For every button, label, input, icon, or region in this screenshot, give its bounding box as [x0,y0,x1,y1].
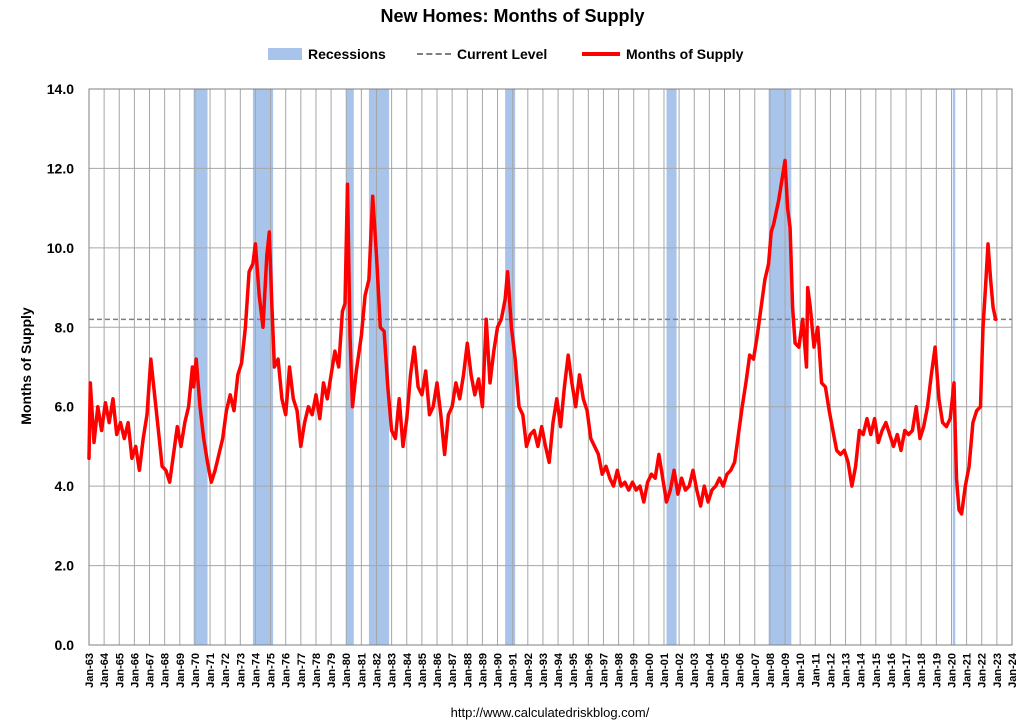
legend-item-recessions: Recessions [268,46,386,62]
series-swatch [582,52,620,56]
x-tick-label: Jan-98 [614,653,626,688]
x-tick-label: Jan-79 [326,653,338,688]
x-tick-label: Jan-06 [735,653,747,688]
x-tick-label: Jan-13 [841,653,853,688]
x-tick-label: Jan-80 [341,653,353,688]
x-tick-label: Jan-68 [160,653,172,688]
plot-area [89,89,1012,645]
x-tick-label: Jan-96 [583,653,595,688]
legend-label-months-of-supply: Months of Supply [626,46,744,62]
x-tick-label: Jan-12 [825,653,837,688]
x-tick-label: Jan-02 [674,653,686,688]
x-tick-label: Jan-14 [856,652,868,688]
x-tick-label: Jan-83 [387,653,399,688]
x-tick-label: Jan-00 [644,653,656,688]
x-tick-label: Jan-05 [720,653,732,688]
x-tick-label: Jan-76 [281,653,293,688]
x-tick-label: Jan-78 [311,653,323,688]
x-tick-label: Jan-72 [220,653,232,688]
recession-band [768,89,792,645]
x-tick-label: Jan-15 [871,653,883,688]
x-tick-label: Jan-21 [962,653,974,688]
x-tick-label: Jan-09 [780,653,792,688]
x-tick-label: Jan-16 [886,653,898,688]
legend: Recessions Current Level Months of Suppl… [0,46,1025,66]
x-tick-label: Jan-71 [205,653,217,688]
x-tick-label: Jan-10 [795,653,807,688]
source-url: http://www.calculatedriskblog.com/ [450,705,650,720]
x-tick-label: Jan-63 [84,653,96,688]
y-tick-label: 0.0 [55,637,75,653]
current-level-swatch [417,53,451,55]
x-tick-label: Jan-84 [402,652,414,688]
chart-title: New Homes: Months of Supply [380,6,645,26]
x-tick-label: Jan-81 [356,653,368,688]
x-tick-label: Jan-66 [129,653,141,688]
x-tick-label: Jan-73 [235,653,247,688]
x-tick-label: Jan-18 [916,653,928,688]
x-tick-label: Jan-86 [432,653,444,688]
x-tick-label: Jan-87 [447,653,459,688]
x-tick-label: Jan-97 [598,653,610,688]
y-tick-label: 4.0 [55,478,75,494]
y-tick-label: 2.0 [55,558,75,574]
x-tick-label: Jan-69 [175,653,187,688]
x-tick-label: Jan-70 [190,653,202,688]
x-tick-label: Jan-88 [462,653,474,688]
x-tick-label: Jan-92 [523,653,535,688]
x-tick-label: Jan-08 [765,653,777,688]
x-tick-label: Jan-04 [704,652,716,688]
x-tick-label: Jan-19 [931,653,943,688]
recession-band [666,89,677,645]
x-tick-label: Jan-67 [145,653,157,688]
y-tick-label: 12.0 [47,160,74,176]
y-tick-label: 10.0 [47,240,74,256]
series-line-months-of-supply [87,158,998,516]
recession-swatch [268,48,302,60]
x-tick-label: Jan-11 [810,653,822,687]
x-tick-label: Jan-23 [992,653,1004,688]
x-tick-label: Jan-74 [250,652,262,688]
x-tick-label: Jan-07 [750,653,762,688]
recession-band [252,89,274,645]
y-tick-label: 6.0 [55,399,75,415]
x-tick-label: Jan-22 [977,653,989,688]
legend-label-current-level: Current Level [457,46,548,62]
x-tick-label: Jan-91 [508,653,520,688]
x-tick-label: Jan-20 [946,653,958,688]
x-tick-label: Jan-89 [477,653,489,688]
y-tick-label: 14.0 [47,81,74,97]
x-tick-label: Jan-75 [266,653,278,688]
x-tick-label: Jan-90 [493,653,505,688]
x-tick-label: Jan-03 [689,653,701,688]
x-tick-label: Jan-82 [371,653,383,688]
x-tick-label: Jan-65 [114,653,126,688]
x-tick-label: Jan-17 [901,653,913,688]
legend-label-recessions: Recessions [308,46,386,62]
y-tick-label: 8.0 [55,319,75,335]
x-tick-label: Jan-85 [417,653,429,688]
legend-item-current-level: Current Level [417,46,547,62]
recession-band [193,89,208,645]
x-tick-label: Jan-99 [629,653,641,688]
x-tick-label: Jan-01 [659,653,671,688]
x-tick-label: Jan-77 [296,653,308,688]
x-tick-label: Jan-93 [538,653,550,688]
x-tick-label: Jan-94 [553,652,565,688]
legend-item-months-of-supply: Months of Supply [582,46,743,62]
recession-band [952,89,956,645]
recession-band [505,89,516,645]
plot-frame [88,88,1013,646]
x-tick-label: Jan-24 [1007,652,1019,688]
x-tick-label: Jan-64 [99,652,111,688]
x-tick-label: Jan-95 [568,653,580,688]
